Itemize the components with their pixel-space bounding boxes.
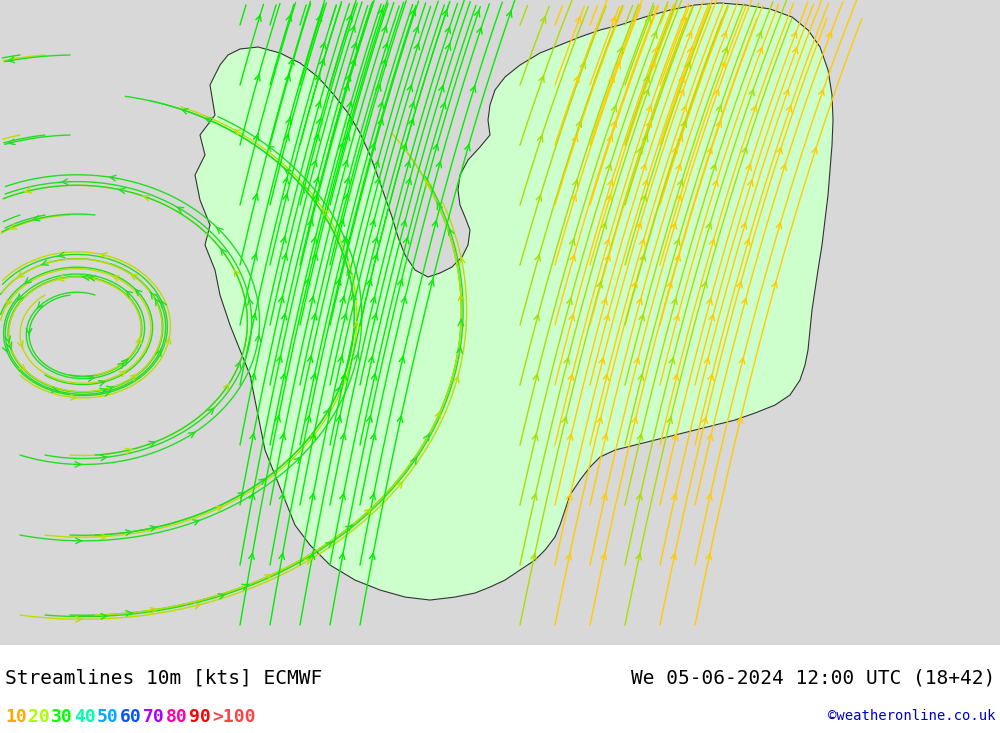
Text: 30: 30 — [51, 708, 73, 726]
Text: 10: 10 — [5, 708, 27, 726]
Text: ©weatheronline.co.uk: ©weatheronline.co.uk — [828, 709, 995, 723]
Text: 50: 50 — [97, 708, 119, 726]
Text: 20: 20 — [28, 708, 50, 726]
Polygon shape — [195, 3, 833, 600]
Text: Streamlines 10m [kts] ECMWF: Streamlines 10m [kts] ECMWF — [5, 668, 322, 687]
Text: 40: 40 — [74, 708, 96, 726]
Text: 90: 90 — [189, 708, 211, 726]
Text: 70: 70 — [143, 708, 165, 726]
Text: We 05-06-2024 12:00 UTC (18+42): We 05-06-2024 12:00 UTC (18+42) — [631, 668, 995, 687]
Text: 60: 60 — [120, 708, 142, 726]
Text: 80: 80 — [166, 708, 188, 726]
Text: >100: >100 — [212, 708, 256, 726]
